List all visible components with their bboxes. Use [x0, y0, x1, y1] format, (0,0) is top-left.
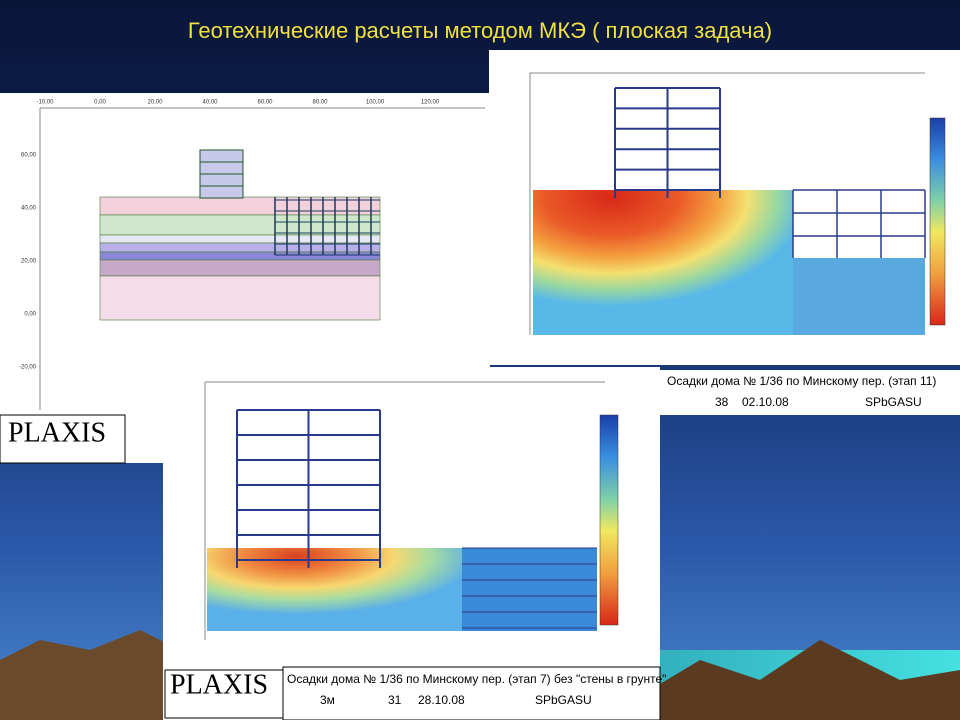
date: 28.10.08: [418, 693, 465, 707]
color-bar: [599, 414, 619, 626]
contour: [462, 548, 597, 631]
org: SPbGASU: [865, 395, 922, 409]
caption: Осадки дома № 1/36 по Минскому пер. (эта…: [667, 374, 936, 388]
right-panel: Осадки дома № 1/36 по Минскому пер. (эта…: [489, 50, 960, 415]
number: 31: [388, 693, 402, 707]
x-tick-label: 60,00: [257, 100, 273, 106]
building-frame: [614, 87, 926, 258]
author: 3м: [320, 693, 335, 707]
soil-layer: [99, 214, 381, 236]
caption-box: [660, 370, 960, 415]
y-tick-label: 20,00: [21, 259, 37, 265]
contour: [793, 258, 925, 335]
panel-bg: [163, 367, 660, 720]
caption: Осадки дома № 1/36 по Минскому пер. (эта…: [287, 672, 666, 686]
color-bar: [929, 117, 946, 326]
contour: [207, 548, 462, 631]
mountain: [0, 630, 170, 720]
x-tick-label: -10,00: [36, 100, 54, 106]
x-tick-label: 0,00: [94, 100, 106, 106]
slide-title: Геотехнические расчеты методом МКЭ ( пло…: [188, 18, 772, 43]
x-tick-label: 100,00: [366, 100, 385, 106]
logo: PLAXIS: [8, 417, 106, 448]
soil-layer: [99, 275, 381, 321]
y-tick-label: 0,00: [24, 312, 36, 318]
date: 02.10.08: [742, 395, 789, 409]
logo: PLAXIS: [170, 669, 268, 700]
x-tick-label: 20,00: [147, 100, 163, 106]
bottom-panel: PLAXIS Осадки дома № 1/36 по Минскому пе…: [163, 367, 666, 720]
soil-layer: [99, 251, 381, 261]
x-tick-label: 80,00: [312, 100, 328, 106]
y-tick-label: 60,00: [21, 153, 37, 159]
y-tick-label: 40,00: [21, 206, 37, 212]
soil-layers: [99, 196, 381, 321]
soil-layer: [99, 259, 381, 277]
soil-layer: [99, 234, 381, 244]
x-tick-label: 40,00: [202, 100, 218, 106]
contour: [533, 190, 793, 335]
building-frame: [236, 409, 597, 629]
org: SPbGASU: [535, 693, 592, 707]
number: 38: [715, 395, 729, 409]
building-mesh: [199, 149, 380, 256]
x-tick-label: 120,00: [421, 100, 440, 106]
mountain: [650, 640, 960, 720]
logo-box: [0, 414, 126, 464]
left-panel: PLAXIS -10,00 0,00 20,00 40,00 60,00 80,00 100…: [0, 93, 490, 464]
y-tick-label: -20,00: [19, 365, 37, 371]
caption-box: [282, 666, 661, 720]
